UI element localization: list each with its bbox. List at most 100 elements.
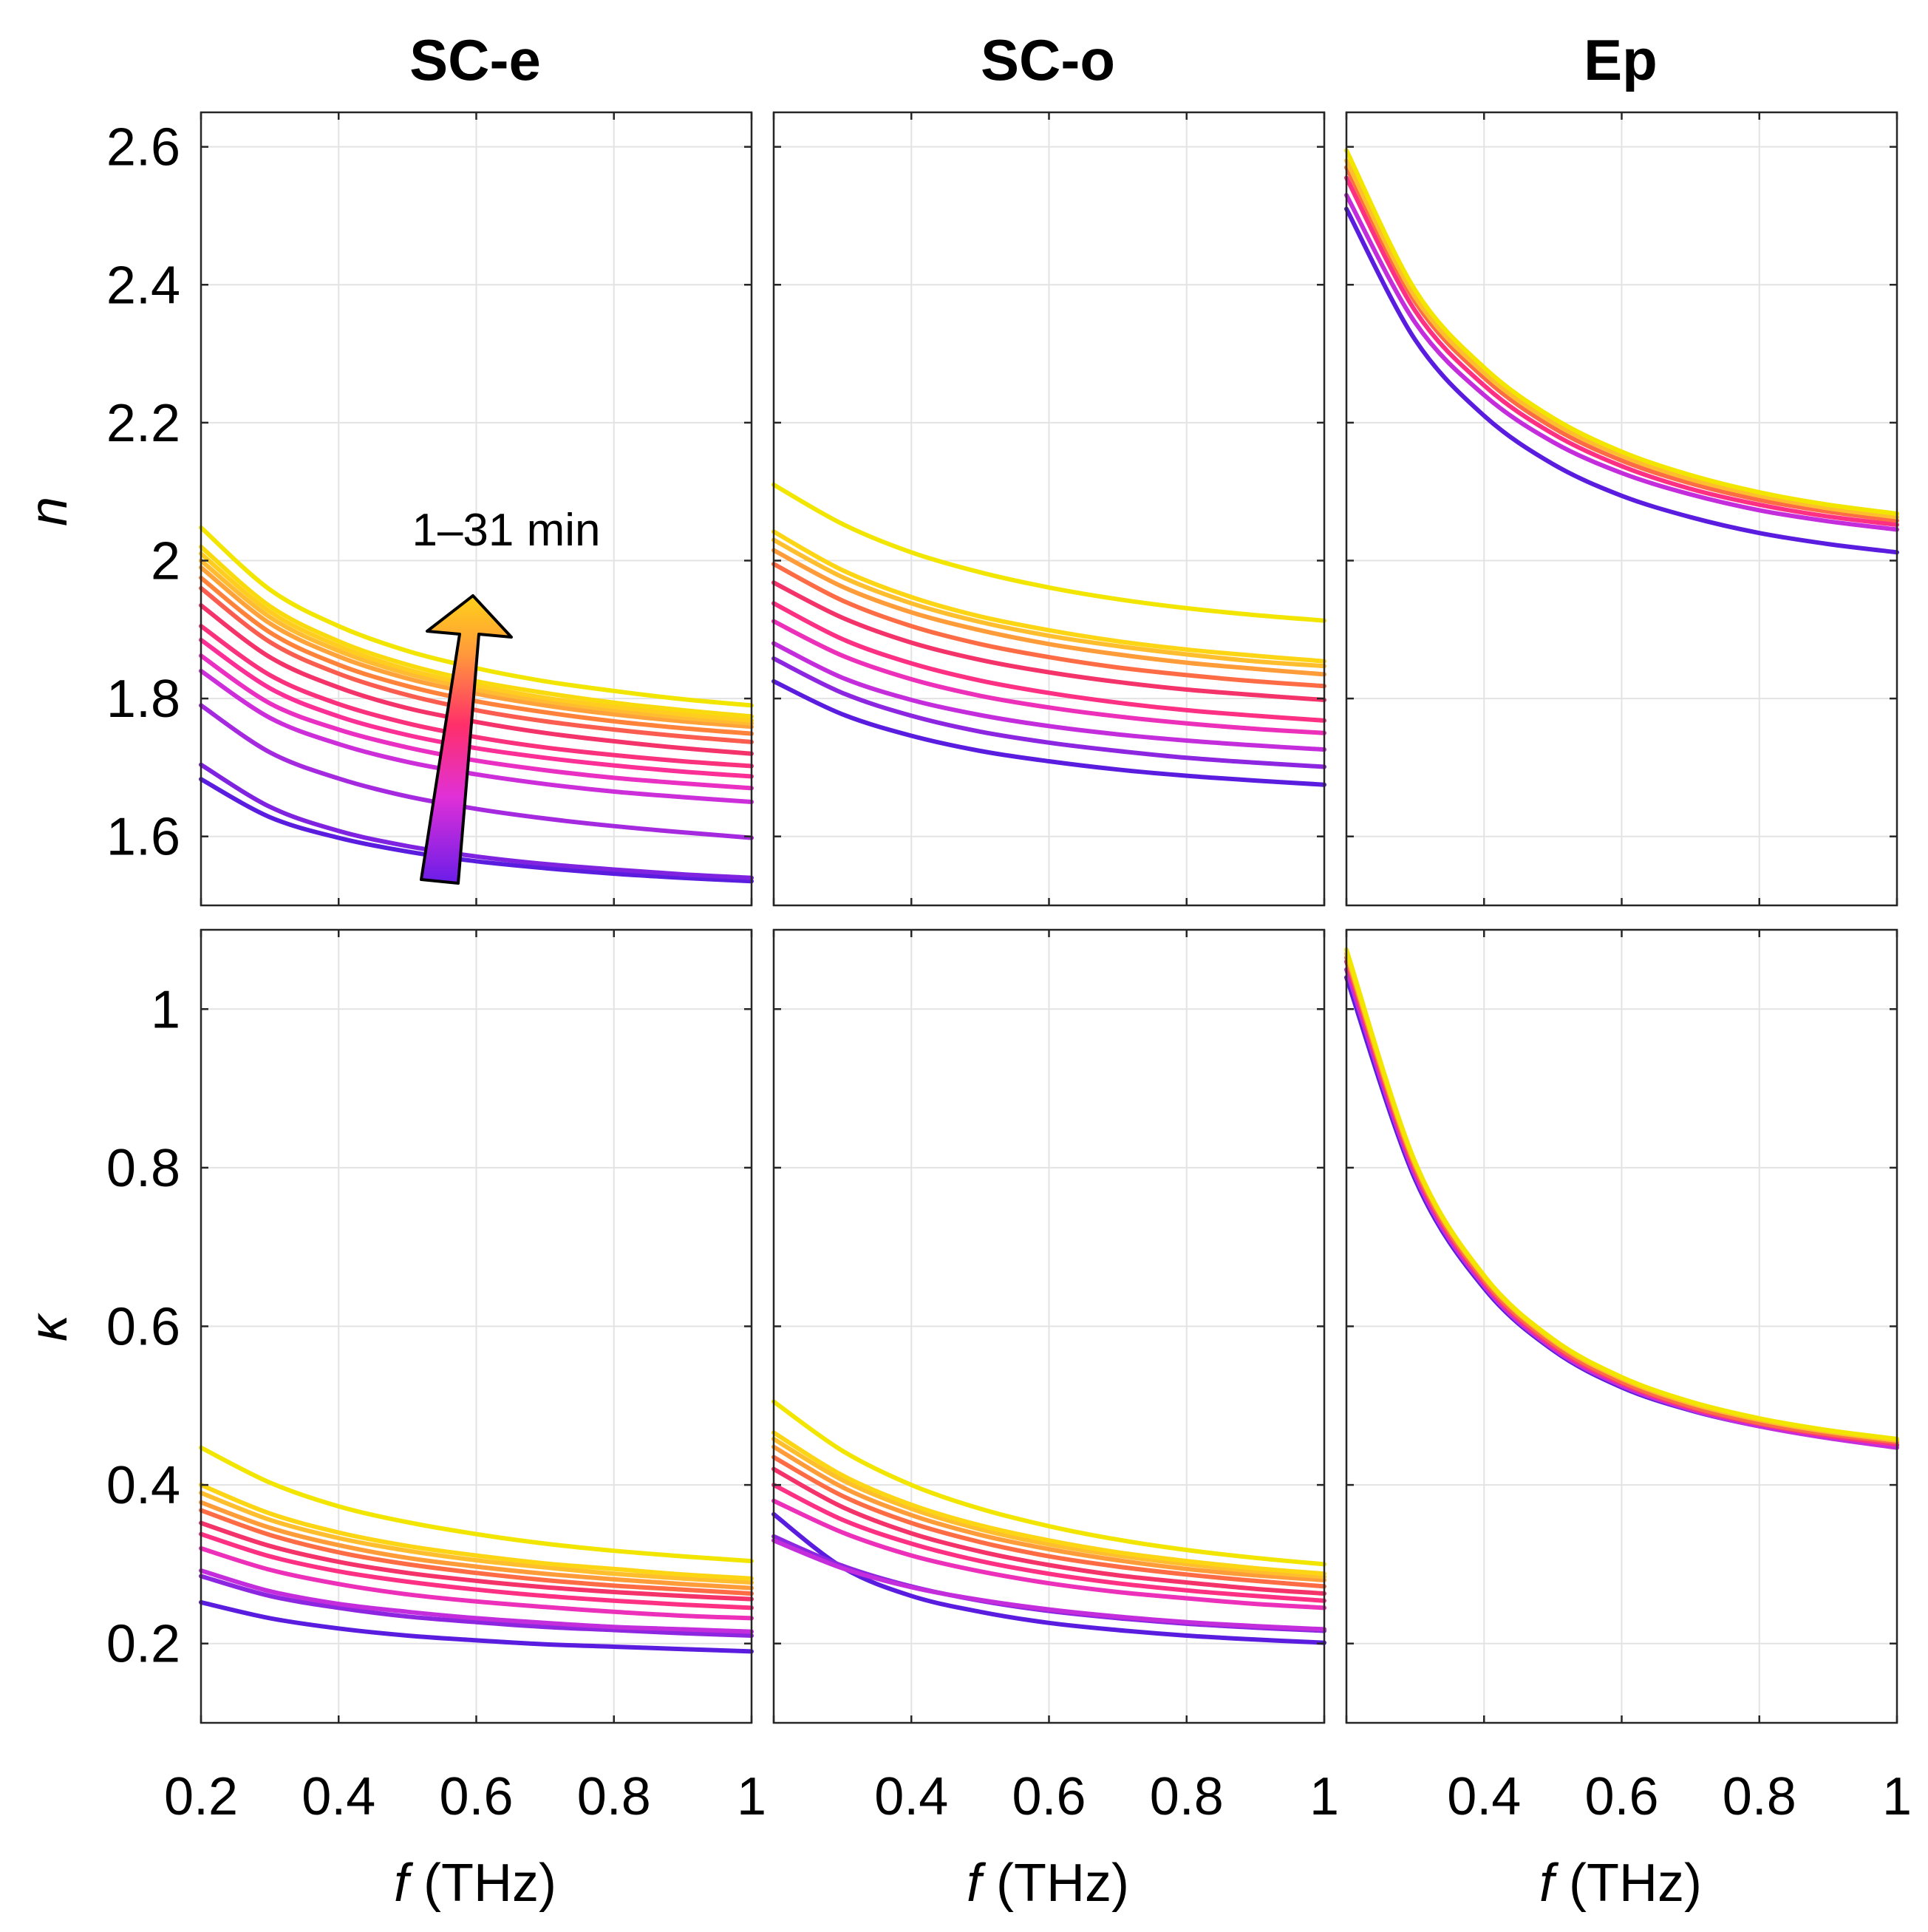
series-line: [771, 1455, 1326, 1589]
series-line: [771, 1444, 1326, 1582]
series-line: [199, 1483, 754, 1581]
x-tick-label: 1: [1882, 1767, 1912, 1826]
y-tick-label: 2.6: [106, 118, 180, 177]
series-line: [199, 703, 754, 840]
series-line: [199, 1574, 754, 1638]
series-line: [771, 1436, 1326, 1579]
x-tick-label: 1: [737, 1767, 766, 1826]
label-layer: 1.6 1.8 2 2.2 2.4 2.6 0.2 0.4 0.6 0.8 1 0.2 0.4 0.6 0.…: [106, 118, 1912, 1826]
panel-frame: [200, 111, 753, 907]
series-line: [1344, 148, 1899, 516]
grid-layer: [201, 112, 1897, 1723]
x-tick-label: 0.8: [1723, 1767, 1796, 1826]
x-tick-label: 0.4: [302, 1767, 375, 1826]
series-line: [199, 668, 754, 804]
column-title-ep: Ep: [1584, 27, 1658, 92]
series-line: [199, 603, 754, 756]
series-line: [771, 601, 1326, 723]
column-title-sc-e: SC-e: [409, 27, 541, 92]
series-line: [199, 1500, 754, 1591]
y-tick-label: 0.4: [106, 1456, 180, 1515]
time-annotation: 1–31 min: [412, 505, 600, 556]
series-line: [199, 762, 754, 880]
series-line: [199, 565, 754, 729]
x-axis-label-unit: (THz): [423, 1854, 556, 1913]
series-line: [771, 1466, 1326, 1596]
series-line: [1344, 165, 1899, 523]
series-line: [199, 558, 754, 726]
y-tick-label: 2.2: [106, 394, 180, 453]
x-axis-label-symbol: f: [1539, 1854, 1559, 1913]
series-line: [199, 777, 754, 884]
x-tick-label: 0.6: [1012, 1767, 1086, 1826]
series-line: [199, 624, 754, 769]
y-tick-label: 0.8: [106, 1139, 180, 1198]
x-axis-label-col-2: f (THz): [967, 1854, 1129, 1913]
y-axis-label-kappa: κ: [19, 1312, 78, 1341]
x-tick-label: 0.2: [164, 1767, 238, 1826]
series-line: [199, 1568, 754, 1634]
series-line: [771, 1430, 1326, 1576]
series-line: [771, 562, 1326, 689]
series-layer: [199, 148, 1899, 1654]
y-tick-label: 2: [151, 531, 180, 591]
series-line: [771, 656, 1326, 769]
series-line: [771, 548, 1326, 677]
series-line: [1344, 193, 1899, 532]
x-tick-label: 0.8: [577, 1767, 651, 1826]
y-tick-label: 1.8: [106, 670, 180, 729]
series-line: [199, 1599, 754, 1654]
series-line: [771, 641, 1326, 752]
frame-layer: [200, 111, 1898, 1724]
series-line: [1344, 158, 1899, 520]
x-tick-label: 0.4: [874, 1767, 948, 1826]
x-axis-label-col-3: f (THz): [1539, 1854, 1702, 1913]
series-line: [1344, 947, 1899, 1441]
series-line: [199, 1445, 754, 1564]
x-tick-label: 0.4: [1447, 1767, 1521, 1826]
series-line: [199, 653, 754, 791]
series-line: [771, 1483, 1326, 1603]
series-line: [1344, 206, 1899, 555]
series-line: [771, 1538, 1326, 1632]
series-line: [1344, 175, 1899, 527]
y-tick-label: 2.4: [106, 256, 180, 315]
y-tick-label: 0.2: [106, 1615, 180, 1674]
series-line: [771, 1511, 1326, 1645]
x-axis-label-unit: (THz): [996, 1854, 1129, 1913]
series-line: [199, 1545, 754, 1621]
series-line: [199, 1508, 754, 1596]
panel-frame: [200, 928, 753, 1724]
x-tick-label: 0.6: [1584, 1767, 1658, 1826]
y-tick-label: 1.6: [106, 808, 180, 867]
panel-frame: [1345, 928, 1898, 1724]
series-line: [771, 482, 1326, 623]
series-line: [199, 575, 754, 736]
y-axis-label-n: n: [19, 497, 78, 526]
column-title-sc-o: SC-o: [981, 27, 1115, 92]
x-axis-label-symbol: f: [394, 1854, 414, 1913]
series-line: [771, 619, 1326, 735]
panel-frame: [772, 111, 1326, 907]
series-line: [771, 580, 1326, 702]
series-line: [771, 678, 1326, 787]
series-line: [199, 1531, 754, 1610]
series-line: [771, 529, 1326, 664]
x-axis-label-col-1: f (THz): [394, 1854, 556, 1913]
time-arrow-icon: [420, 594, 513, 885]
series-line: [199, 637, 754, 779]
series-line: [199, 585, 754, 744]
series-line: [199, 1490, 754, 1585]
x-tick-label: 1: [1309, 1767, 1339, 1826]
y-tick-label: 1: [151, 980, 180, 1039]
series-line: [199, 1520, 754, 1602]
x-axis-label-unit: (THz): [1569, 1854, 1702, 1913]
x-axis-label-symbol: f: [967, 1854, 987, 1913]
x-tick-label: 0.6: [439, 1767, 513, 1826]
series-line: [771, 537, 1326, 669]
series-line: [771, 1498, 1326, 1610]
y-tick-label: 0.6: [106, 1298, 180, 1357]
panel-frame: [772, 928, 1326, 1724]
series-line: [771, 1399, 1326, 1567]
